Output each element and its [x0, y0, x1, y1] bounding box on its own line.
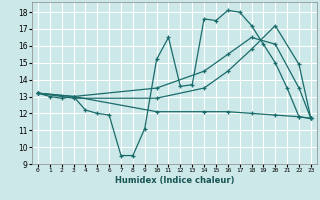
- X-axis label: Humidex (Indice chaleur): Humidex (Indice chaleur): [115, 176, 234, 185]
